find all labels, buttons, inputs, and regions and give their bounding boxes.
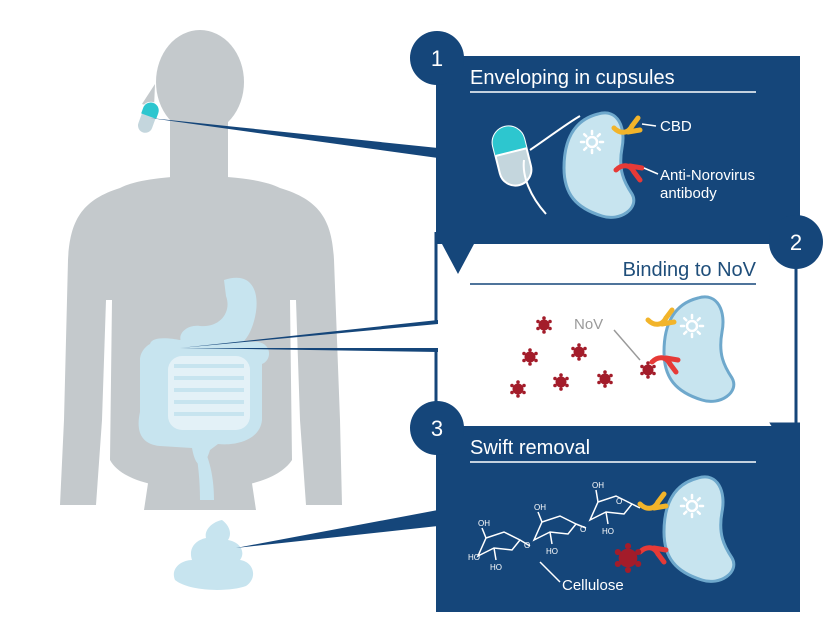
virus-particle-icon — [597, 370, 613, 388]
bacterium-icon — [664, 297, 734, 402]
cellulose-chain — [476, 489, 641, 561]
virus-particle-icon — [522, 348, 538, 366]
step-2-badge — [769, 215, 823, 269]
svg-text:O: O — [524, 541, 530, 550]
step-1-number: 1 — [431, 46, 443, 71]
capsule-icon — [491, 125, 533, 187]
capsule-icon — [136, 101, 160, 135]
step-3-number: 3 — [431, 416, 443, 441]
cbd-label: CBD — [660, 118, 692, 135]
step-2-number: 2 — [790, 230, 802, 255]
step-1-badge — [410, 31, 464, 85]
step-3-title: Swift removal — [470, 437, 590, 459]
cellulose-label: Cellulose — [562, 577, 624, 594]
svg-text:O: O — [580, 525, 586, 534]
step-1-panel: 1 Enveloping in cupsules CBD Anti-Norovi… — [410, 31, 800, 274]
svg-text:OH: OH — [534, 503, 546, 512]
svg-text:HO: HO — [546, 547, 558, 556]
stool-icon — [173, 520, 254, 590]
svg-text:OH: OH — [592, 481, 604, 490]
connector-lines — [150, 118, 438, 548]
virus-particle-icon — [510, 380, 526, 398]
cellulose-atom-labels: OH OH OH HO HO HO HO O O O — [468, 481, 622, 572]
svg-text:HO: HO — [468, 553, 480, 562]
svg-text:HO: HO — [490, 563, 502, 572]
step-3-badge — [410, 401, 464, 455]
virus-particle-icon — [536, 316, 552, 334]
step-2-panel: 2 Binding to NoV NoV — [470, 215, 823, 449]
antibody-label-line2: antibody — [660, 185, 717, 202]
step-1-title: Enveloping in cupsules — [470, 67, 675, 89]
nov-label: NoV — [574, 316, 603, 333]
svg-text:O: O — [616, 497, 622, 506]
svg-text:HO: HO — [602, 527, 614, 536]
step-2-title: Binding to NoV — [623, 259, 757, 281]
virus-particle-icon — [553, 373, 569, 391]
digestive-tract — [138, 277, 270, 500]
antibody-label-line1: Anti-Norovirus — [660, 167, 755, 184]
virus-particle-icon — [571, 343, 587, 361]
step-3-panel: 3 Swift removal OH OH OH HO HO HO HO O — [410, 401, 800, 612]
svg-text:OH: OH — [478, 519, 490, 528]
